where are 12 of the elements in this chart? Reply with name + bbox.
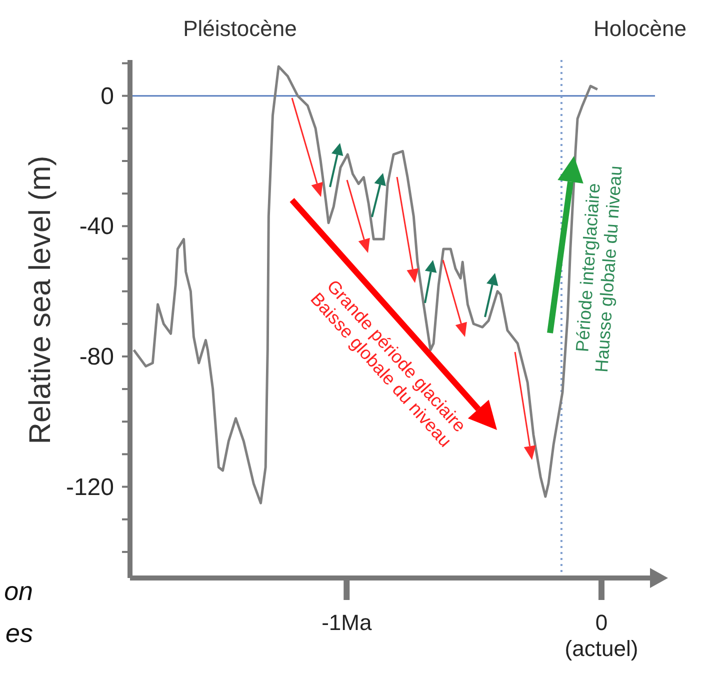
text: es xyxy=(6,618,33,648)
text: on xyxy=(4,576,33,606)
y-axis-title: Relative sea level (m) xyxy=(24,156,57,444)
x-tick-label: -1Ma xyxy=(322,610,372,635)
text: Pléistocène xyxy=(183,16,297,41)
annotation: Période interglaciaire Hausse globale du niveau xyxy=(572,165,626,374)
text: Holocène xyxy=(594,16,686,41)
y-tick-label: -40 xyxy=(79,213,114,240)
x-tick-label: 0 (actuel) xyxy=(564,610,638,661)
y-tick-label: -80 xyxy=(79,343,114,370)
y-tick-label: -120 xyxy=(66,474,114,501)
y-tick-label: 0 xyxy=(100,82,114,110)
